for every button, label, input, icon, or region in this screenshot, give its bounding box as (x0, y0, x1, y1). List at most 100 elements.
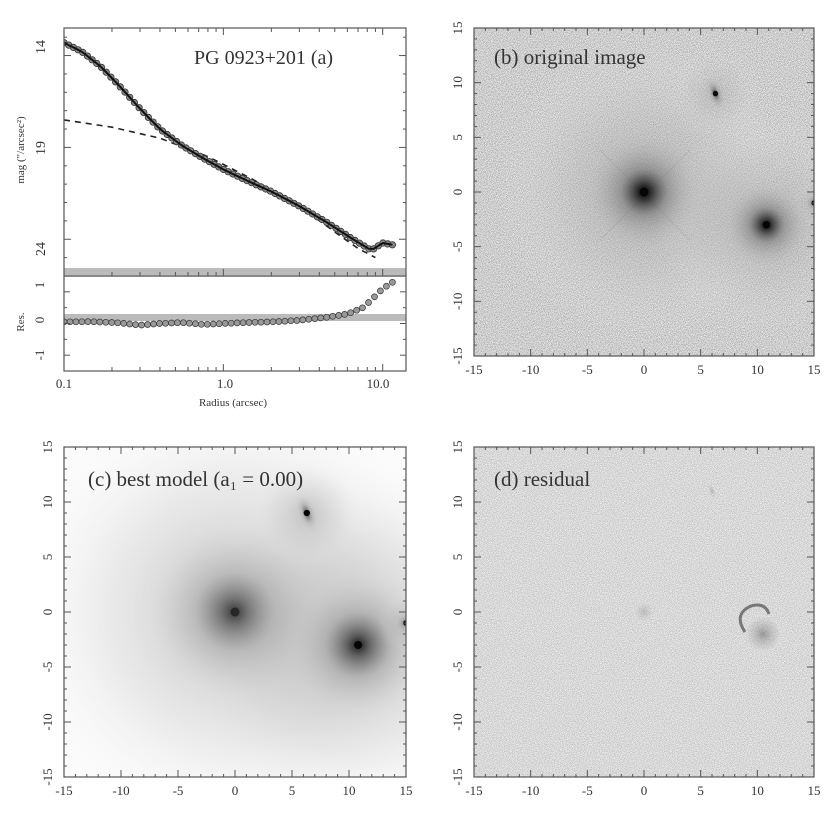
source-blob (805, 194, 814, 212)
residual-point (120, 320, 128, 327)
residual-point (341, 311, 348, 318)
residual-point (233, 319, 241, 327)
residual-point (150, 320, 157, 328)
residual-point (180, 319, 187, 327)
source-blob (394, 611, 406, 635)
residual-point (245, 319, 253, 326)
profile-points (64, 39, 396, 253)
y-tick-label: -10 (450, 713, 465, 730)
y-tick-label: 5 (450, 554, 465, 561)
component-dashed-line (64, 119, 376, 259)
source-blob (633, 601, 655, 623)
x-tick-label: 5 (289, 783, 296, 798)
y-axis-label: mag ("/arcsec²) (15, 116, 27, 184)
total-fit-line (64, 41, 393, 250)
x-tick-label: 10 (751, 783, 764, 798)
source-core (303, 509, 310, 517)
residual-point (251, 318, 259, 326)
y-tick-label: 5 (450, 134, 465, 141)
y-tick-label: -5 (450, 662, 465, 673)
y-tick-label: 0 (450, 189, 465, 196)
y-tick-24: 24 (34, 242, 49, 256)
residual-point (377, 287, 384, 295)
x-tick-label: 5 (697, 783, 704, 798)
residual-point (305, 315, 313, 323)
y-tick-label: -15 (450, 347, 465, 364)
residual-point (203, 320, 211, 328)
residual-point (186, 319, 193, 327)
residual-point (323, 313, 331, 321)
model-curve (64, 119, 376, 259)
residual-point (359, 304, 366, 312)
x-tick-label: 0 (641, 362, 648, 377)
panel-c: (c) best model (a₁ = 0.00) -15-15 -10 -10 -… (40, 441, 413, 799)
y-tick-19: 19 (34, 141, 49, 155)
y-tick-label: -15 (40, 768, 55, 785)
residual-point (144, 321, 151, 328)
residual-point (287, 317, 295, 325)
residual-point (347, 309, 354, 317)
residual-point (126, 320, 134, 328)
residual-point (239, 319, 247, 327)
y-tick-label: -10 (40, 713, 55, 730)
y-tick-label: -15 (450, 768, 465, 785)
panel-a-frame (63, 27, 407, 372)
residual-point (102, 318, 110, 326)
residual-point (72, 318, 80, 326)
source-blob (284, 570, 406, 720)
source-core (354, 640, 363, 650)
panel-c-label: (c) best model (a₁ = 0.00) (88, 467, 303, 491)
panel-b-ticks: -15-15 -10 -10 -5 -5 0 0 5 5 10 10 15 15 (450, 22, 821, 378)
residual-point (192, 320, 199, 328)
residual-point (96, 318, 104, 326)
residual-point (275, 318, 283, 325)
y-tick-label: 0 (450, 609, 465, 616)
x-tick-label: -10 (522, 362, 539, 377)
source-blob (742, 613, 784, 655)
sources-b (498, 46, 814, 338)
source-core (639, 187, 649, 197)
residual-point (114, 319, 122, 327)
y-tick-label: 15 (450, 441, 465, 454)
panel-a-ticks (63, 28, 406, 371)
residual-point (311, 315, 319, 322)
residual-point (257, 318, 265, 326)
residual-point (132, 321, 139, 328)
x-tick-label: -5 (582, 362, 593, 377)
x-tick-label: -15 (55, 783, 72, 798)
residual-point (221, 320, 229, 327)
residual-point (168, 319, 175, 327)
residual-point (365, 299, 372, 306)
residual-point (317, 314, 325, 322)
y-tick-14: 14 (34, 40, 49, 54)
x-tick-label: 5 (697, 362, 704, 377)
x-tick-label: 0 (232, 783, 239, 798)
y-tick-label: 10 (450, 76, 465, 89)
panel-a: PG 0923+201 (a) 14 19 24 1 0 -1 mag ("/a… (15, 27, 407, 409)
residual-point (227, 319, 235, 327)
residual-point (371, 293, 378, 301)
x-tick-label: 10 (751, 362, 764, 377)
residual-point (197, 320, 205, 328)
residual-ring (738, 603, 771, 633)
residual-point (293, 317, 301, 324)
panel-d-ticks: -15-15 -10 -10 -5 -5 0 0 5 5 10 10 15 15 (450, 441, 821, 799)
x-tick-label: -10 (112, 783, 129, 798)
x-tick-label: 0 (641, 783, 648, 798)
y-tick-label: 15 (450, 22, 465, 35)
source-blob (707, 483, 717, 499)
source-halo (376, 593, 406, 653)
y-tick-label: -5 (40, 662, 55, 673)
x-tick-label: -5 (173, 783, 184, 798)
residual-point (108, 319, 116, 326)
sources-c (64, 447, 406, 777)
panel-d: (d) residual -15-15 -10 -10 -5 -5 0 0 5 5 10 10 15 1… (450, 441, 821, 799)
source-core (762, 220, 771, 229)
panel-b-label: (b) original image (494, 45, 646, 69)
panel-d-label: (d) residual (494, 467, 590, 491)
residual-point (299, 316, 307, 324)
residual-point (281, 317, 289, 325)
residual-point (174, 319, 181, 327)
residual-point (156, 320, 163, 327)
